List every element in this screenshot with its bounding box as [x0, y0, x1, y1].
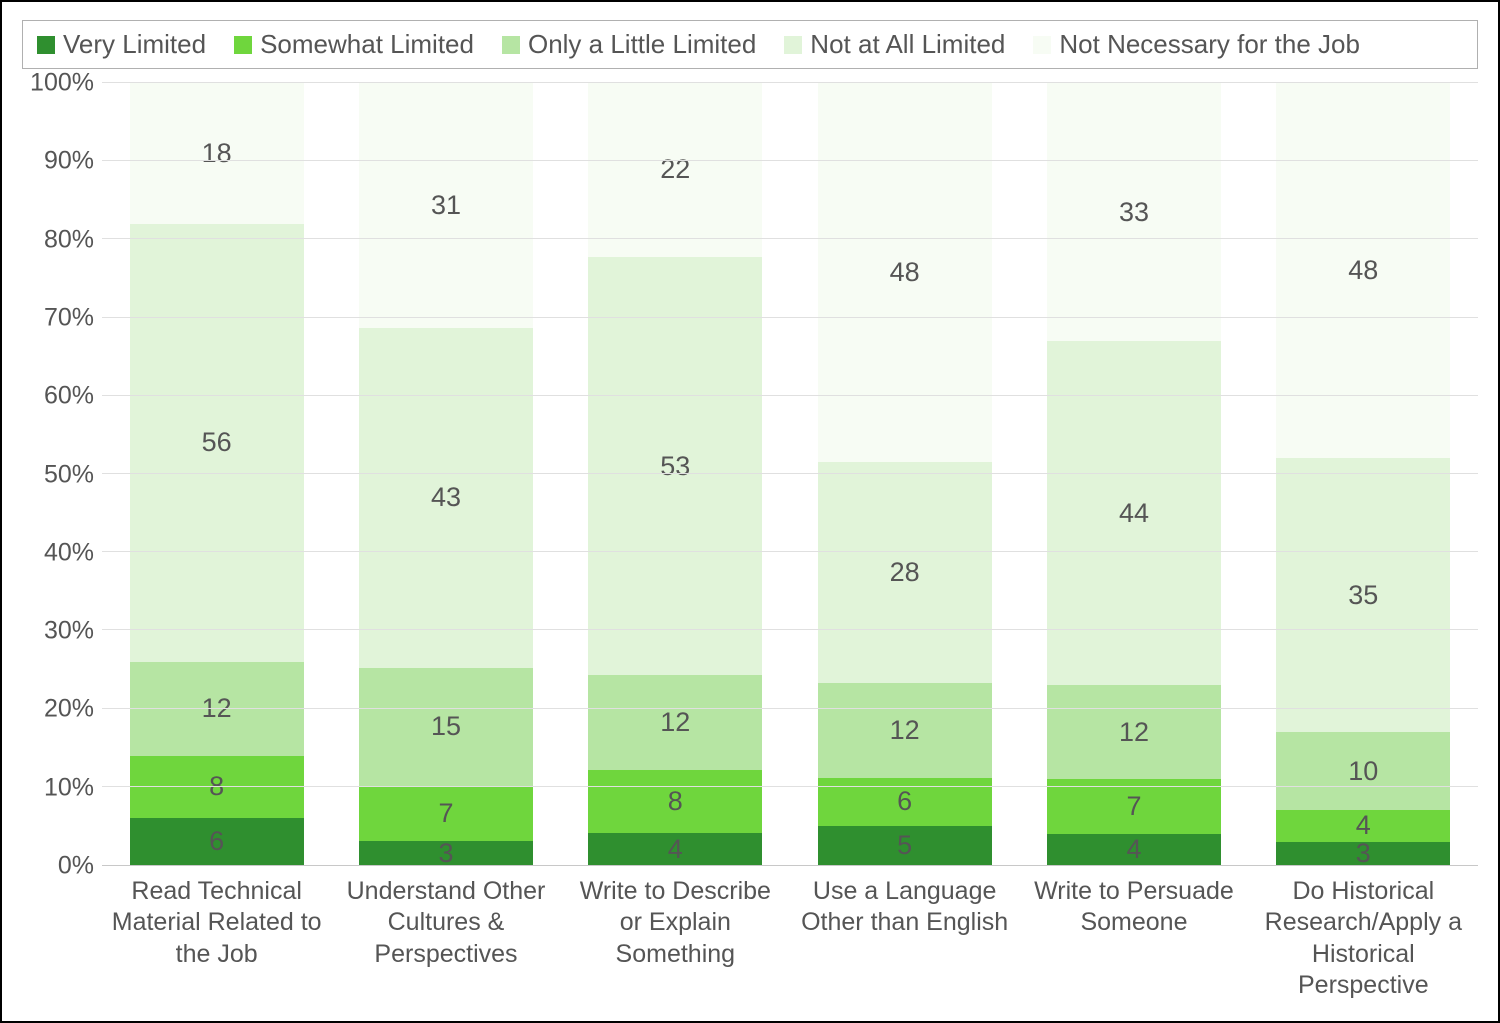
- bar-group: 37154331: [331, 83, 560, 865]
- grid-line: [102, 551, 1478, 552]
- bar: 34103548: [1276, 83, 1450, 865]
- bar: 47124433: [1047, 83, 1221, 865]
- bar-segment: 44: [1047, 341, 1221, 685]
- y-tick-label: 80%: [44, 225, 94, 254]
- legend-label: Very Limited: [63, 29, 206, 60]
- legend: Very Limited Somewhat Limited Only a Littl…: [22, 20, 1478, 69]
- y-tick-label: 60%: [44, 382, 94, 411]
- y-tick-label: 100%: [30, 69, 94, 98]
- bar-segment: 56: [130, 224, 304, 662]
- bar: 48125322: [588, 83, 762, 865]
- bar-segment: 33: [1047, 83, 1221, 341]
- bar-segment: 15: [359, 668, 533, 786]
- bar: 68125618: [130, 83, 304, 865]
- grid-line: [102, 708, 1478, 709]
- chart: 0%10%20%30%40%50%60%70%80%90%100% 681256…: [22, 83, 1478, 1001]
- bar-segment: 3: [359, 841, 533, 865]
- legend-item: Only a Little Limited: [502, 29, 756, 60]
- bar-segment: 12: [1047, 685, 1221, 779]
- legend-label: Not Necessary for the Job: [1059, 29, 1360, 60]
- bar-segment: 18: [130, 83, 304, 224]
- legend-swatch: [784, 36, 802, 54]
- legend-label: Not at All Limited: [810, 29, 1005, 60]
- x-axis-label: Use a Language Other than English: [790, 866, 1019, 1001]
- bar-segment: 4: [1276, 810, 1450, 841]
- y-axis: 0%10%20%30%40%50%60%70%80%90%100%: [22, 83, 102, 866]
- legend-swatch: [37, 36, 55, 54]
- legend-item: Not Necessary for the Job: [1033, 29, 1360, 60]
- grid-line: [102, 786, 1478, 787]
- bar-segment: 12: [130, 662, 304, 756]
- grid-line: [102, 82, 1478, 83]
- legend-swatch: [234, 36, 252, 54]
- bar-segment: 6: [130, 818, 304, 865]
- bar-segment: 8: [130, 756, 304, 819]
- bar-segment: 48: [818, 83, 992, 462]
- x-axis-label: Write to Describe or Explain Something: [561, 866, 790, 1001]
- x-axis-label: Do Historical Research/Apply a Historica…: [1249, 866, 1478, 1001]
- grid-line: [102, 473, 1478, 474]
- grid-line: [102, 317, 1478, 318]
- bar-segment: 4: [588, 833, 762, 865]
- bar-segment: 35: [1276, 458, 1450, 732]
- bar-segment: 10: [1276, 732, 1450, 810]
- y-tick-label: 10%: [44, 773, 94, 802]
- bar-segment: 7: [1047, 779, 1221, 834]
- bar-segment: 12: [818, 683, 992, 778]
- plot-row: 0%10%20%30%40%50%60%70%80%90%100% 681256…: [22, 83, 1478, 866]
- y-tick-label: 0%: [58, 852, 94, 881]
- x-axis-label: Write to Persuade Someone: [1019, 866, 1248, 1001]
- legend-label: Only a Little Limited: [528, 29, 756, 60]
- bar-segment: 48: [1276, 83, 1450, 458]
- y-tick-label: 20%: [44, 695, 94, 724]
- x-axis-row: Read Technical Material Related to the J…: [22, 866, 1478, 1001]
- x-axis-labels: Read Technical Material Related to the J…: [102, 866, 1478, 1001]
- bar-group: 68125618: [102, 83, 331, 865]
- bar-segment: 3: [1276, 842, 1450, 865]
- bar-segment: 4: [1047, 834, 1221, 865]
- x-axis-label: Read Technical Material Related to the J…: [102, 866, 331, 1001]
- bar-segment: 5: [818, 826, 992, 865]
- legend-swatch: [1033, 36, 1051, 54]
- bar-segment: 53: [588, 257, 762, 676]
- bar-group: 34103548: [1249, 83, 1478, 865]
- legend-item: Very Limited: [37, 29, 206, 60]
- bars-container: 6812561837154331481253225612284847124433…: [102, 83, 1478, 865]
- x-axis-label: Understand Other Cultures & Perspectives: [331, 866, 560, 1001]
- legend-item: Somewhat Limited: [234, 29, 474, 60]
- bar-group: 47124433: [1019, 83, 1248, 865]
- grid-line: [102, 395, 1478, 396]
- y-tick-label: 90%: [44, 147, 94, 176]
- bar: 37154331: [359, 83, 533, 865]
- y-tick-label: 40%: [44, 538, 94, 567]
- grid-line: [102, 629, 1478, 630]
- bar-group: 56122848: [790, 83, 1019, 865]
- bar-segment: 8: [588, 770, 762, 833]
- bar-segment: 12: [588, 675, 762, 770]
- x-axis-spacer: [22, 866, 102, 1001]
- y-tick-label: 70%: [44, 303, 94, 332]
- bar-segment: 22: [588, 83, 762, 257]
- grid-line: [102, 160, 1478, 161]
- bar-group: 48125322: [561, 83, 790, 865]
- bar-segment: 7: [359, 786, 533, 841]
- legend-label: Somewhat Limited: [260, 29, 474, 60]
- plot-area: 6812561837154331481253225612284847124433…: [102, 83, 1478, 866]
- bar-segment: 31: [359, 83, 533, 328]
- legend-swatch: [502, 36, 520, 54]
- legend-item: Not at All Limited: [784, 29, 1005, 60]
- bar-segment: 43: [359, 328, 533, 668]
- bar-segment: 28: [818, 462, 992, 683]
- y-tick-label: 30%: [44, 617, 94, 646]
- y-tick-label: 50%: [44, 460, 94, 489]
- grid-line: [102, 238, 1478, 239]
- bar: 56122848: [818, 83, 992, 865]
